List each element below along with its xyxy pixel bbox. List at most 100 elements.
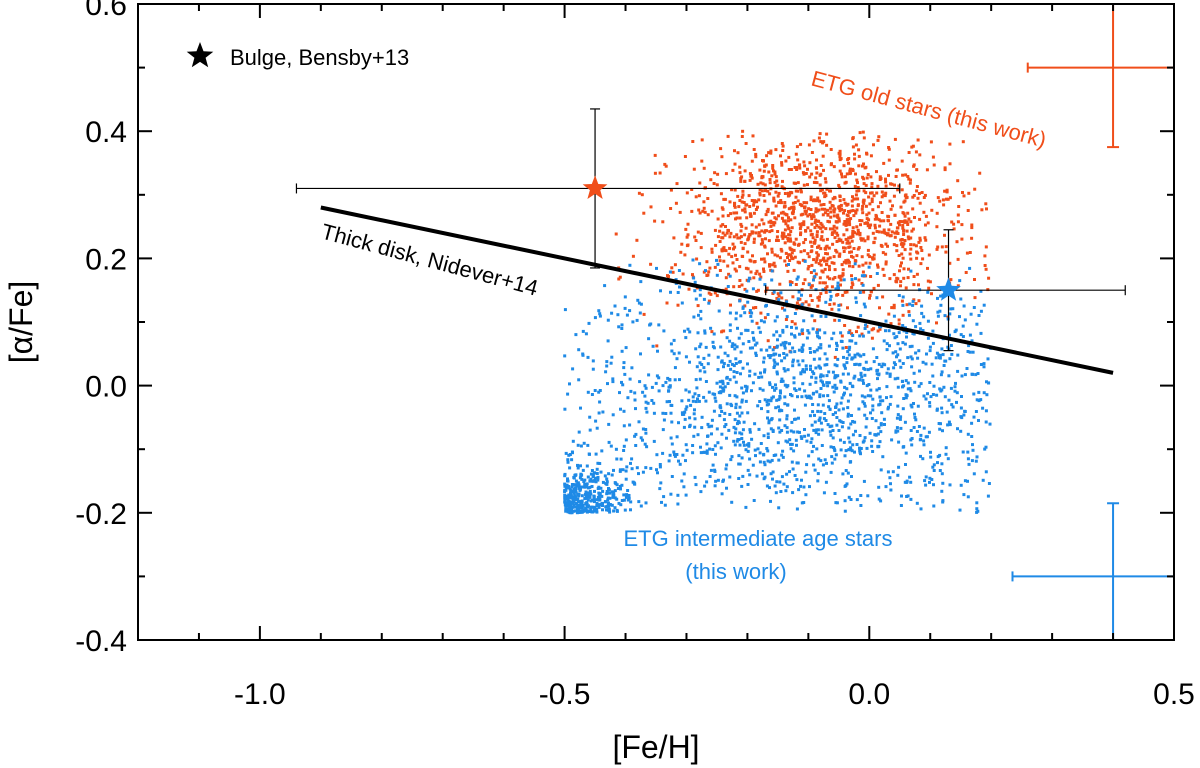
scatter-point [660,500,663,504]
scatter-point [922,210,926,214]
scatter-point [651,344,655,348]
scatter-point [775,480,779,484]
scatter-point [866,253,870,257]
scatter-point [797,363,801,367]
scatter-point [585,502,589,506]
scatter-point [948,196,952,200]
scatter-point [655,344,659,348]
bulge-star-icon [186,42,214,68]
scatter-point [848,169,852,173]
scatter-point [738,405,742,409]
scatter-point [828,256,832,260]
scatter-point [811,410,815,414]
scatter-point [661,384,665,388]
scatter-point [869,367,873,371]
scatter-point [865,213,869,217]
scatter-point [852,376,856,380]
scatter-point [890,230,894,234]
scatter-point [732,247,735,251]
scatter-point [741,474,745,478]
scatter-point [868,226,872,230]
scatter-point [573,505,577,509]
scatter-point [611,413,615,417]
scatter-point [955,240,959,244]
scatter-point [812,444,815,448]
scatter-point [668,453,672,457]
scatter-point [818,281,822,285]
scatter-point [897,184,901,188]
scatter-point [802,183,806,187]
scatter-point [833,236,837,240]
scatter-point [571,501,575,505]
scatter-point [803,428,806,431]
scatter-point [968,266,972,270]
scatter-point [765,348,769,352]
scatter-point [707,291,711,295]
scatter-point [733,149,736,153]
scatter-point [817,208,821,212]
scatter-point [777,214,780,218]
scatter-point [862,290,866,294]
scatter-point [586,355,590,359]
scatter-point [790,420,794,424]
scatter-point [978,171,982,175]
scatter-point [879,499,883,503]
scatter-point [887,146,891,149]
scatter-point [726,214,730,218]
scatter-point [779,291,783,295]
scatter-point [748,374,752,378]
scatter-point [578,504,582,508]
scatter-point [816,335,820,339]
scatter-point [839,278,843,282]
scatter-point [763,368,767,372]
scatter-point [793,408,796,412]
scatter-point [677,421,680,425]
scatter-point [679,250,683,254]
scatter-point [962,304,966,308]
scatter-point [943,395,947,399]
scatter-point [863,367,867,371]
scatter-point [776,254,780,258]
scatter-point [738,236,742,240]
scatter-point [673,454,677,458]
scatter-point [639,504,643,508]
scatter-point [745,385,749,389]
scatter-point [925,352,928,356]
scatter-point [861,400,865,404]
scatter-point [795,166,799,169]
scatter-point [924,475,928,479]
scatter-point [888,234,892,238]
scatter-point [738,462,742,466]
scatter-point [743,179,747,183]
scatter-point [768,178,772,181]
scatter-point [864,191,868,195]
scatter-point [609,444,613,448]
scatter-point [821,213,825,217]
scatter-point [799,435,803,439]
scatter-point [682,412,686,416]
scatter-point [897,318,901,322]
scatter-point [826,394,830,398]
scatter-point [738,414,742,418]
scatter-point [889,182,893,186]
scatter-point [801,359,805,363]
scatter-point [843,181,847,185]
scatter-point [839,238,843,242]
scatter-point [860,282,864,285]
scatter-point [633,391,637,395]
scatter-point [864,183,868,187]
scatter-point [733,394,737,398]
scatter-point [749,314,753,318]
scatter-point [586,491,590,495]
scatter-point [959,406,963,410]
scatter-point [707,301,711,305]
scatter-point [816,196,820,200]
scatter-point [719,192,723,196]
scatter-point [896,404,900,408]
scatter-point [773,319,777,323]
scatter-point [718,405,722,409]
scatter-point [564,451,568,455]
scatter-point [619,407,622,411]
scatter-point [766,459,770,463]
